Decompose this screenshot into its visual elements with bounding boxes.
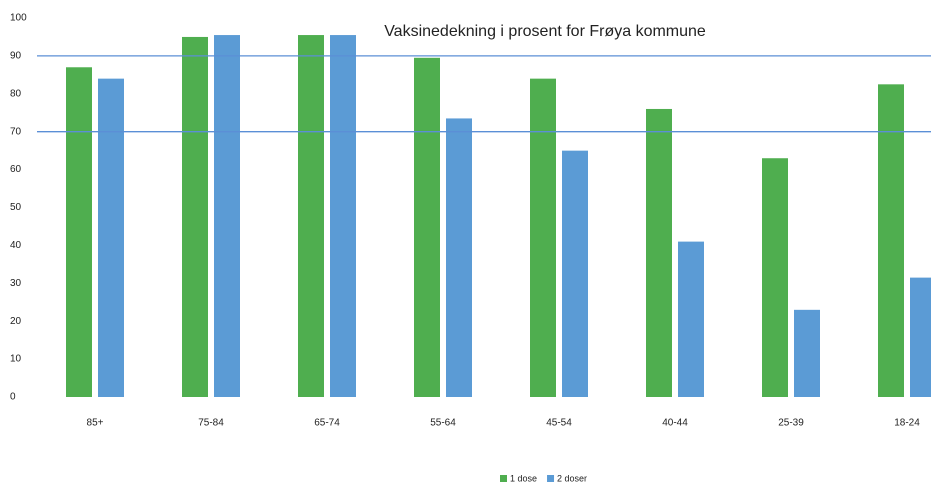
x-tick-label: 85+ xyxy=(87,418,104,429)
bar xyxy=(794,310,820,397)
legend-swatch xyxy=(500,475,507,482)
y-tick-label: 50 xyxy=(10,202,22,213)
bar xyxy=(646,109,672,397)
x-tick-label: 65-74 xyxy=(314,418,340,429)
bar xyxy=(182,37,208,397)
legend-label: 1 dose xyxy=(510,473,537,483)
bar xyxy=(910,278,931,397)
y-tick-label: 80 xyxy=(10,88,22,99)
y-tick-label: 40 xyxy=(10,240,22,251)
bar xyxy=(446,118,472,397)
bar xyxy=(214,35,240,397)
x-tick-label: 45-54 xyxy=(546,418,572,429)
legend-label: 2 doser xyxy=(557,473,587,483)
bar xyxy=(298,35,324,397)
bar xyxy=(762,158,788,397)
bar xyxy=(562,151,588,397)
bar xyxy=(98,79,124,397)
y-tick-label: 0 xyxy=(10,392,16,403)
y-tick-label: 90 xyxy=(10,51,22,62)
x-tick-label: 18-24 xyxy=(894,418,920,429)
y-tick-label: 60 xyxy=(10,164,22,175)
bar xyxy=(414,58,440,397)
y-tick-label: 30 xyxy=(10,278,22,289)
y-tick-label: 100 xyxy=(10,13,27,24)
x-tick-label: 25-39 xyxy=(778,418,804,429)
x-tick-label: 55-64 xyxy=(430,418,456,429)
bar xyxy=(66,67,92,397)
legend-swatch xyxy=(547,475,554,482)
chart-title: Vaksinedekning i prosent for Frøya kommu… xyxy=(384,23,706,40)
bar xyxy=(678,242,704,397)
y-tick-label: 20 xyxy=(10,316,22,327)
x-tick-label: 40-44 xyxy=(662,418,688,429)
bar xyxy=(530,79,556,397)
y-tick-label: 10 xyxy=(10,354,22,365)
bar xyxy=(330,35,356,397)
chart: Vaksinedekning i prosent for Frøya kommu… xyxy=(0,0,931,485)
y-tick-label: 70 xyxy=(10,126,22,137)
x-tick-label: 75-84 xyxy=(198,418,224,429)
